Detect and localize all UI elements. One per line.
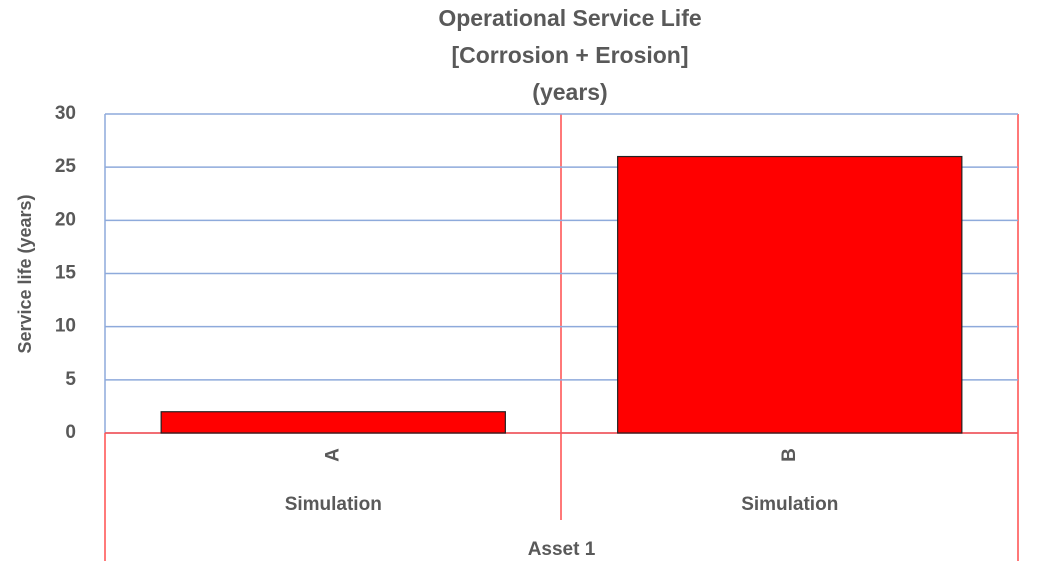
y-tick-label: 10 (55, 316, 76, 337)
y-tick-label: 0 (65, 422, 76, 443)
y-tick-label: 20 (55, 209, 76, 230)
bar (617, 155, 963, 434)
y-tick-label: 25 (55, 156, 77, 177)
y-tick-label: 30 (55, 103, 76, 124)
bar (160, 411, 506, 434)
x-tick-label: B (779, 448, 800, 462)
super-category-label: Asset 1 (528, 539, 596, 560)
x-tick-label: A (322, 448, 343, 462)
chart-title: (years) (532, 79, 607, 105)
chart-title: Operational Service Life (438, 5, 701, 31)
category-group-label: Simulation (741, 494, 838, 515)
y-tick-label: 15 (55, 263, 77, 284)
y-axis-label: Service life (years) (15, 194, 35, 353)
y-tick-label: 5 (65, 369, 76, 390)
category-group-label: Simulation (285, 494, 382, 515)
chart-title: [Corrosion + Erosion] (451, 42, 688, 68)
